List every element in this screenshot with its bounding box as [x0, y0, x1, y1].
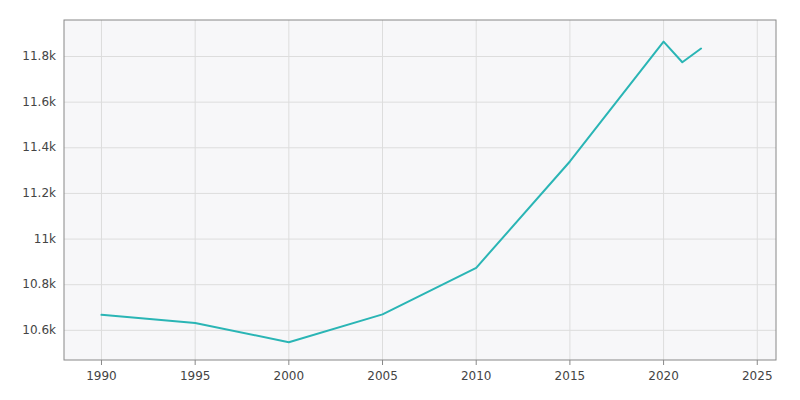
y-tick-label: 11.2k — [22, 186, 56, 200]
x-tick-mark — [101, 360, 102, 365]
y-tick-label: 10.6k — [22, 323, 56, 337]
x-grid-line — [569, 20, 570, 360]
y-grid-line — [64, 56, 776, 57]
x-grid-line — [382, 20, 383, 360]
series-group — [101, 42, 701, 343]
x-tick-mark — [757, 360, 758, 365]
y-tick-label: 11.4k — [22, 140, 56, 154]
x-grid-line — [288, 20, 289, 360]
chart-svg: 10.6k 10.8k 11k 11.2k 11.4k 11.6k 11.8k 1990 199… — [0, 0, 800, 400]
x-grid-line — [195, 20, 196, 360]
x-tick-mark — [476, 360, 477, 365]
y-grid-line — [64, 147, 776, 148]
x-tick-label: 2000 — [274, 369, 305, 383]
y-tick-label: 10.8k — [22, 277, 56, 291]
plot-frame — [64, 20, 776, 360]
x-tick-label: 2010 — [461, 369, 492, 383]
population-line — [101, 42, 701, 343]
x-tick-label: 2015 — [555, 369, 586, 383]
y-tick-label: 11k — [34, 232, 56, 246]
x-tick-mark — [382, 360, 383, 365]
y-grid-line — [64, 330, 776, 331]
axes: 10.6k 10.8k 11k 11.2k 11.4k 11.6k 11.8k 1990 199… — [22, 20, 776, 383]
x-grid-line — [476, 20, 477, 360]
x-tick-label: 1990 — [86, 369, 117, 383]
y-grid-line — [64, 102, 776, 103]
x-grid-line — [757, 20, 758, 360]
x-tick-label: 2005 — [367, 369, 398, 383]
x-tick-label: 1995 — [180, 369, 211, 383]
x-tick-mark — [288, 360, 289, 365]
y-grid-line — [64, 284, 776, 285]
x-grid-line — [663, 20, 664, 360]
x-tick-mark — [195, 360, 196, 365]
plot-background — [64, 20, 776, 360]
x-tick-mark — [569, 360, 570, 365]
y-grid-line — [64, 239, 776, 240]
x-tick-label: 2025 — [742, 369, 773, 383]
x-grid-line — [101, 20, 102, 360]
y-grid-line — [64, 193, 776, 194]
x-tick-mark — [663, 360, 664, 365]
y-tick-label: 11.8k — [22, 49, 56, 63]
x-tick-label: 2020 — [648, 369, 679, 383]
y-tick-label: 11.6k — [22, 95, 56, 109]
grid — [64, 20, 776, 360]
chart-container: 10.6k 10.8k 11k 11.2k 11.4k 11.6k 11.8k 1990 199… — [0, 0, 800, 400]
